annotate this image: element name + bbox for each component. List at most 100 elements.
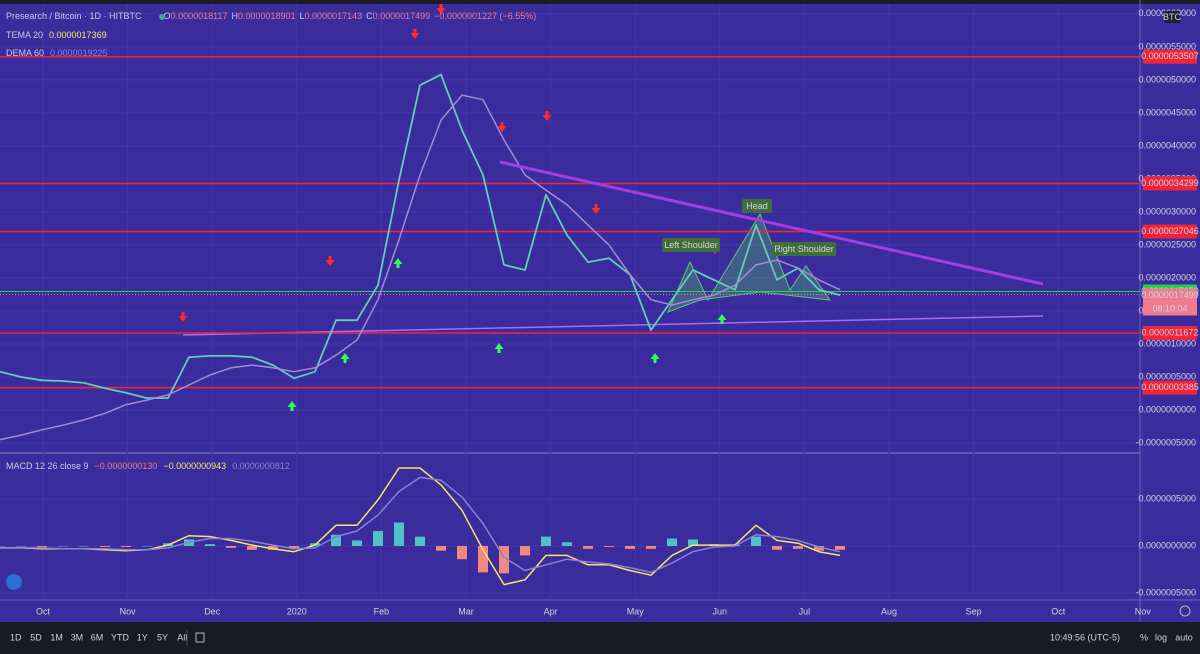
upper-trendline	[499, 160, 1044, 286]
macd-legend: MACD 12 26 close 9 −0.0000000130 −0.000000…	[6, 461, 290, 471]
y-tick-label: 0.0000005000	[1138, 493, 1196, 503]
scale-option[interactable]: log	[1155, 632, 1167, 642]
sell-arrow	[497, 122, 507, 132]
x-tick-label: May	[627, 606, 645, 616]
range-button[interactable]: 6M	[91, 632, 104, 642]
level-tag	[1143, 176, 1197, 191]
sell-arrow	[410, 29, 420, 39]
sell-arrow	[178, 312, 188, 322]
range-button[interactable]: 5D	[30, 632, 42, 642]
histogram-bar	[436, 546, 446, 551]
macd-title: MACD 12 26 close 9	[6, 461, 89, 471]
ohlc-value: 0.0000017499	[373, 11, 431, 21]
buy-arrow	[494, 343, 504, 353]
indicator-name: TEMA 20	[6, 30, 43, 40]
histogram-bar	[121, 546, 131, 547]
histogram-bar	[0, 546, 5, 547]
range-button[interactable]: 1D	[10, 632, 22, 642]
ohlc-key: C	[366, 11, 373, 21]
histogram-bar	[688, 539, 698, 547]
range-button[interactable]: YTD	[111, 632, 130, 642]
countdown-tag	[1143, 302, 1197, 316]
x-tick-label: Dec	[204, 606, 221, 616]
sell-arrow	[591, 204, 601, 214]
histogram-bar	[268, 546, 278, 550]
pattern-label: Left Shoulder	[664, 240, 718, 250]
range-button[interactable]: 3M	[71, 632, 84, 642]
indicator-legend: TEMA 20 0.0000017369	[6, 30, 107, 40]
head-shoulders-pattern	[667, 212, 832, 313]
histogram-bar	[457, 546, 467, 560]
lower-trendline	[182, 315, 1044, 336]
scale-option[interactable]: %	[1140, 632, 1148, 642]
histogram-bar	[352, 540, 362, 547]
range-button[interactable]: 1Y	[137, 632, 148, 642]
buy-arrow	[340, 353, 350, 363]
macd-readout: 0.0000000812	[232, 461, 290, 471]
sell-arrow	[325, 256, 335, 266]
histogram-bar	[247, 546, 257, 550]
histogram-bar	[205, 544, 215, 547]
plot	[0, 55, 1140, 586]
level-tag	[1143, 224, 1197, 239]
scale-option[interactable]: auto	[1175, 632, 1193, 642]
range-button[interactable]: 1M	[50, 632, 63, 642]
range-button[interactable]: 5Y	[157, 632, 168, 642]
pattern-label-box	[772, 242, 836, 256]
x-tick-label: Sep	[966, 606, 982, 616]
histogram-bar	[562, 542, 572, 547]
bottom-toolbar	[0, 622, 1200, 654]
histogram-bar	[814, 546, 824, 551]
buy-arrow	[717, 314, 727, 324]
ohlc-value: 0.0000018117	[171, 11, 228, 21]
y-tick-label: 0.0000055000	[1138, 41, 1196, 51]
y-tick-label: 0.0000045000	[1138, 107, 1196, 117]
pattern-label: Right Shoulder	[774, 244, 834, 254]
buy-arrow	[287, 401, 297, 411]
x-tick-label: Nov	[1135, 606, 1152, 616]
histogram-bar	[142, 546, 152, 547]
pattern-label-box	[662, 238, 720, 252]
level-tag	[1143, 325, 1197, 340]
ohlc-key: O	[164, 11, 171, 21]
header: Presearch / Bitcoin · 1D · HITBTC O0.0000…	[6, 11, 536, 21]
histogram-bar	[79, 546, 89, 547]
level-label: 0.0000011672	[1142, 327, 1199, 337]
logo[interactable]	[6, 574, 22, 590]
y-tick-label: 0.0000025000	[1138, 239, 1196, 249]
histogram-bar	[793, 546, 803, 549]
range-button[interactable]: All	[177, 632, 187, 642]
histogram-bar	[37, 546, 47, 547]
histogram-bar	[331, 534, 341, 547]
histogram-bar	[520, 546, 530, 556]
x-tick-label: Mar	[458, 606, 474, 616]
histogram-bar	[835, 546, 845, 550]
y-tick-label: 0.0000000000	[1138, 404, 1196, 414]
histogram-bar	[604, 546, 614, 547]
histogram-bar	[625, 546, 635, 549]
currency-badge-label: BTC	[1163, 12, 1182, 22]
grid	[0, 4, 1144, 600]
settings-icon[interactable]	[1179, 605, 1191, 617]
ohlc-key: L	[300, 11, 305, 21]
indicator-value: 0.0000019225	[50, 48, 108, 58]
date-range-icon[interactable]	[195, 632, 205, 643]
last-price-tag	[1143, 288, 1197, 303]
y-tick-label: -0.0000005000	[1135, 587, 1196, 597]
level-label: 0.0000027046	[1141, 226, 1199, 236]
histogram-bar	[58, 546, 68, 547]
histogram-bar	[646, 546, 656, 549]
dema-line	[0, 94, 841, 441]
y-tick-label: -0.0000005000	[1135, 437, 1196, 447]
ohlc-value: 0.0000018901	[238, 11, 296, 21]
x-tick-label: Feb	[374, 606, 390, 616]
y-tick-label: 0.0000050000	[1138, 74, 1196, 84]
x-tick-label: Nov	[120, 606, 137, 616]
symbol-title: Presearch / Bitcoin · 1D · HITBTC	[6, 11, 142, 21]
indicator-legend: DEMA 60 0.0000019225	[6, 48, 108, 58]
histogram-bar	[16, 546, 26, 547]
histogram-bar	[541, 536, 551, 547]
